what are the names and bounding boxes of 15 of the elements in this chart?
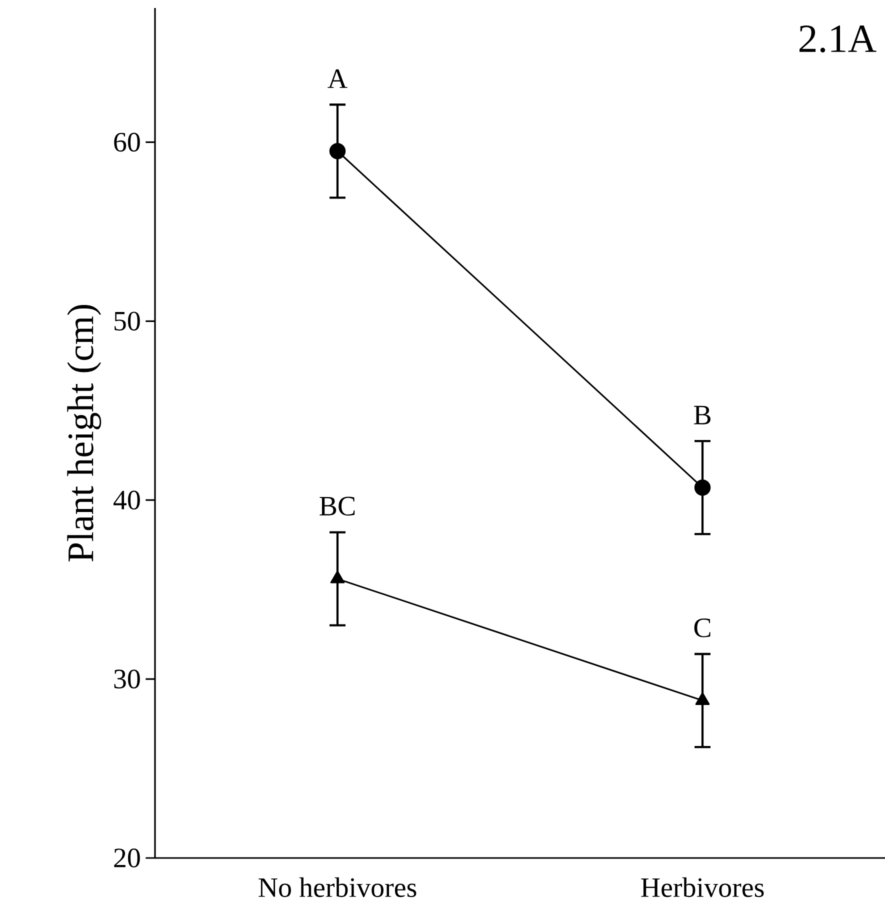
- annotation: A: [328, 69, 348, 88]
- annotation: C: [694, 618, 710, 638]
- y-axis-title: Plant height (cm): [67, 304, 102, 562]
- point: [694, 479, 711, 496]
- annotation: B: [694, 406, 710, 424]
- point: [329, 143, 346, 160]
- annotation: 2.1A: [800, 25, 876, 52]
- annotation: BC: [320, 496, 355, 516]
- x-tick-label: No herbivores: [258, 877, 416, 898]
- y-tick-label: 50: [114, 312, 140, 331]
- x-tick-label: Herbivores: [641, 877, 764, 898]
- y-tick-label: 60: [114, 132, 140, 152]
- y-tick-label: 20: [114, 848, 140, 868]
- y-tick-label: 30: [114, 670, 140, 688]
- y-tick-label: 40: [114, 490, 140, 510]
